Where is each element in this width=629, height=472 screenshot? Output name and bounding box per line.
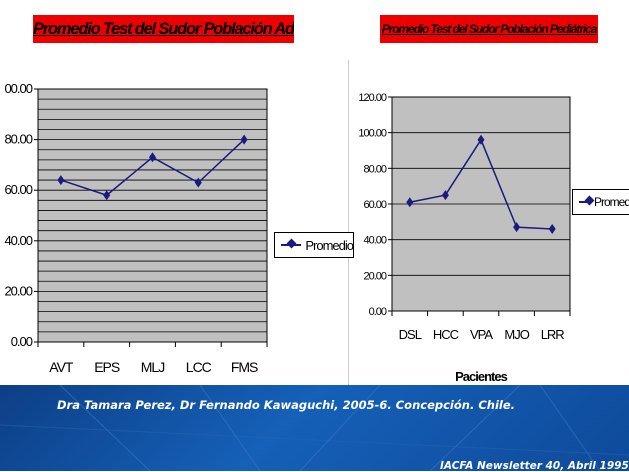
footer-decoration [0,385,629,471]
plot-area [37,88,268,343]
data-point [194,177,202,188]
y-tick-label: 20.00 [4,283,32,298]
data-point [406,197,414,208]
chart-title-pediatric: Promedio Test del Sudor Población Pediát… [380,15,598,43]
chart-title-adults: Promedio Test del Sudor Población Adulta [33,15,294,43]
y-tick-label: 80.00 [363,163,386,175]
x-tick-label: MJO [504,327,529,342]
legend-adults: Promedio [274,232,354,258]
y-tick-label: 80.00 [4,132,32,147]
legend-label-pediatric: Promed [593,195,629,209]
data-point [548,223,556,234]
y-tick-label: 120.00 [358,92,387,104]
legend-marker-icon [579,201,590,203]
x-tick-label: EPS [94,359,120,375]
x-axis-title: Pacientes [455,369,507,384]
panel-divider [348,60,349,385]
y-tick-label: 60.00 [4,182,32,197]
data-point [149,152,156,163]
data-point [57,175,65,186]
x-tick-label: LRR [541,327,565,342]
data-point [240,134,248,145]
y-tick-label: 0.00 [11,334,33,349]
legend-pediatric: Promed [572,189,629,215]
data-point [513,222,521,233]
x-tick-label: VPA [470,327,493,342]
newsletter-citation: IACFA Newsletter 40, Abril 1995 [440,460,629,472]
y-tick-label: 40.00 [363,235,386,247]
y-tick-label: 40.00 [4,233,32,248]
data-point [441,190,449,201]
legend-marker-icon [281,244,302,246]
x-tick-label: DSL [399,327,422,342]
x-tick-label: LCC [186,359,212,375]
legend-label-adults: Promedio [305,237,353,253]
x-tick-label: HCC [433,327,459,342]
y-tick-label: 0.00 [369,306,387,318]
author-credit: Dra Tamara Perez, Dr Fernando Kawaguchi,… [57,398,516,412]
data-point [103,190,111,201]
y-tick-label: 20.00 [363,270,386,282]
x-tick-label: AVT [49,359,74,375]
y-tick-label: 100.00 [358,128,387,140]
data-point [477,134,485,145]
footer-band [0,385,629,471]
y-tick-label: 00.00 [4,81,32,96]
x-tick-label: MLJ [141,359,164,375]
x-tick-label: FMS [231,359,258,375]
y-tick-label: 60.00 [363,199,386,211]
